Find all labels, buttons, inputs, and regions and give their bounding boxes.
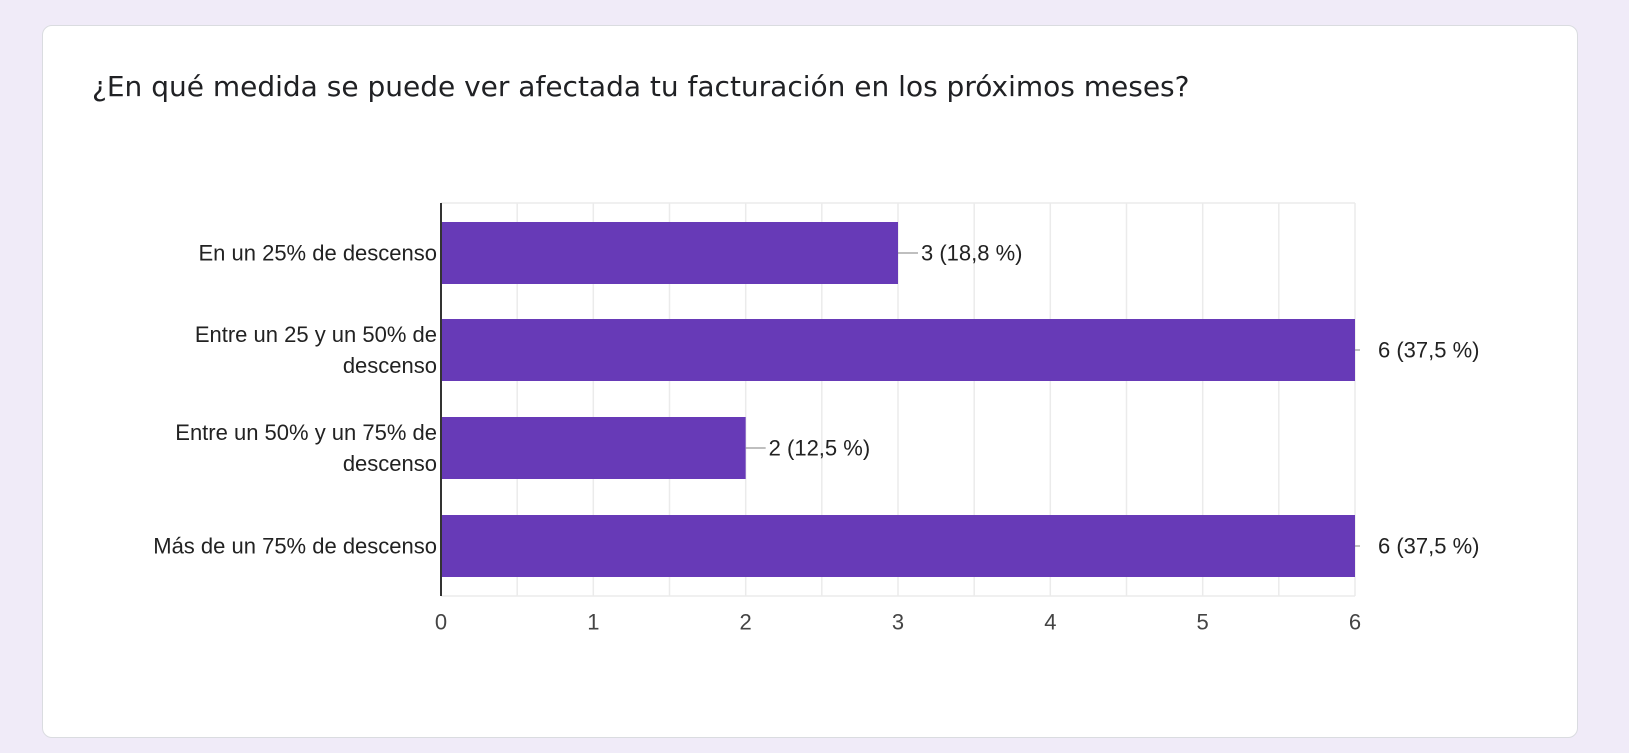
bar-chart: En un 25% de descenso 3 (18,8 %) Entre un … xyxy=(153,202,1480,635)
x-tick-label: 3 xyxy=(892,610,904,635)
x-tick-label: 6 xyxy=(1349,610,1361,635)
x-tick-label: 2 xyxy=(740,610,752,635)
category-label: Más de un 75% de descenso xyxy=(153,534,437,559)
x-tick-label: 1 xyxy=(587,610,599,635)
bar[interactable] xyxy=(441,417,746,479)
question-title: ¿En qué medida se puede ver afectada tu … xyxy=(92,70,1190,103)
bar[interactable] xyxy=(441,515,1355,577)
category-label: descenso xyxy=(343,451,437,476)
bar[interactable] xyxy=(441,319,1355,381)
data-label: 3 (18,8 %) xyxy=(921,241,1023,266)
x-tick-label: 0 xyxy=(435,610,447,635)
data-label: 2 (12,5 %) xyxy=(769,436,871,461)
x-tick-label: 5 xyxy=(1197,610,1209,635)
axis-layer: 0 1 2 3 4 5 6 xyxy=(435,203,1361,635)
chart-card: ¿En qué medida se puede ver afectada tu … xyxy=(42,25,1578,738)
category-label: Entre un 25 y un 50% de xyxy=(195,322,437,347)
label-layer: En un 25% de descenso 3 (18,8 %) Entre un … xyxy=(153,241,1479,559)
category-label: En un 25% de descenso xyxy=(198,241,437,266)
data-label: 6 (37,5 %) xyxy=(1378,534,1480,559)
category-label: descenso xyxy=(343,353,437,378)
bar[interactable] xyxy=(441,222,898,284)
x-tick-label: 4 xyxy=(1044,610,1056,635)
bar-layer xyxy=(441,222,1355,577)
data-label: 6 (37,5 %) xyxy=(1378,338,1480,363)
category-label: Entre un 50% y un 75% de xyxy=(175,420,437,445)
